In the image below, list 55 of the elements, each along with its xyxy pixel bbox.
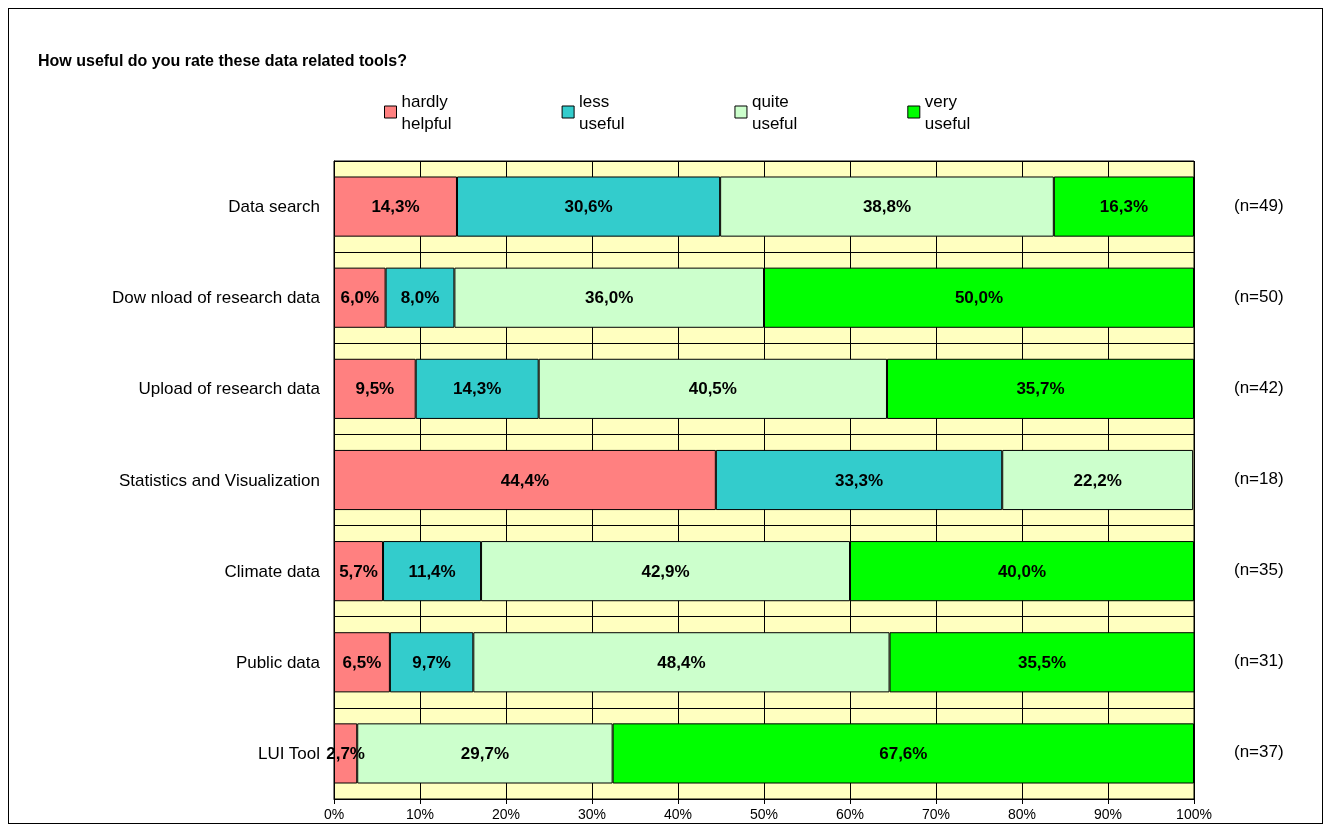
y-tick-label: Climate data <box>224 561 321 581</box>
text: (n=42) <box>1234 377 1284 397</box>
x-tick-label: 0% <box>323 806 345 822</box>
data-label: 44,4% <box>500 470 550 490</box>
data-label: 9,5% <box>355 379 395 399</box>
y-tick-label: Upload of research data <box>138 379 321 399</box>
x-tick-label: 30% <box>577 806 607 822</box>
y-tick-label: Data search <box>228 197 320 217</box>
legend-label: quite useful <box>751 91 798 133</box>
x-tick-label: 50% <box>749 806 779 822</box>
data-label: 50,0% <box>954 288 1004 308</box>
legend-label: very useful <box>924 91 971 133</box>
data-label: 42,9% <box>641 561 690 581</box>
data-label: 40,0% <box>997 561 1047 581</box>
text: (n=18) <box>1234 469 1284 488</box>
x-tick-label: 80% <box>1007 806 1037 822</box>
chart-title: How useful do you rate these data related tools? <box>38 51 407 69</box>
x-tick-label: 90% <box>1093 806 1123 822</box>
x-tick-label: 10% <box>405 806 435 822</box>
x-tick-label: 70% <box>921 806 951 822</box>
data-label: 30,6% <box>564 197 613 217</box>
data-label: 22,2% <box>1073 470 1122 490</box>
data-label: 14,3% <box>453 379 502 399</box>
y-tick-label: Dow nload of research data <box>112 288 321 308</box>
y-tick-label: LUI Tool <box>257 743 320 763</box>
data-label: 11,4% <box>408 561 456 581</box>
data-label: 35,5% <box>1017 652 1067 672</box>
text: (n=50) <box>1234 286 1284 306</box>
text: (n=31) <box>1234 651 1284 671</box>
data-label: 16,3% <box>1099 197 1149 217</box>
data-label: 40,5% <box>688 379 737 399</box>
data-label: 6,5% <box>342 652 382 672</box>
legend-label: less useful <box>579 91 625 133</box>
data-label: 36,0% <box>585 288 634 308</box>
legend-label: hardly helpful <box>401 91 452 133</box>
x-tick-label: 20% <box>491 806 521 822</box>
data-label: 6,0% <box>340 288 380 308</box>
data-label: 14,3% <box>371 197 420 217</box>
data-label: 48,4% <box>657 652 706 672</box>
text: (n=49) <box>1234 195 1284 215</box>
data-label: 29,7% <box>460 743 510 763</box>
data-label: 67,6% <box>879 743 928 763</box>
data-label: 33,3% <box>834 470 884 490</box>
data-label: 35,7% <box>1016 379 1065 399</box>
data-label: 5,7% <box>339 561 378 581</box>
data-label: 9,7% <box>412 652 451 672</box>
x-tick-label: 40% <box>663 806 693 822</box>
data-label: 8,0% <box>400 288 440 308</box>
x-tick-label: 100% <box>1176 806 1212 822</box>
data-label: 38,8% <box>862 197 912 217</box>
y-tick-label: Statistics and Visualization <box>119 470 320 490</box>
text: (n=35) <box>1234 560 1284 580</box>
x-tick-label: 60% <box>835 806 865 822</box>
y-tick-label: Public data <box>235 652 321 672</box>
text: (n=37) <box>1234 742 1284 762</box>
